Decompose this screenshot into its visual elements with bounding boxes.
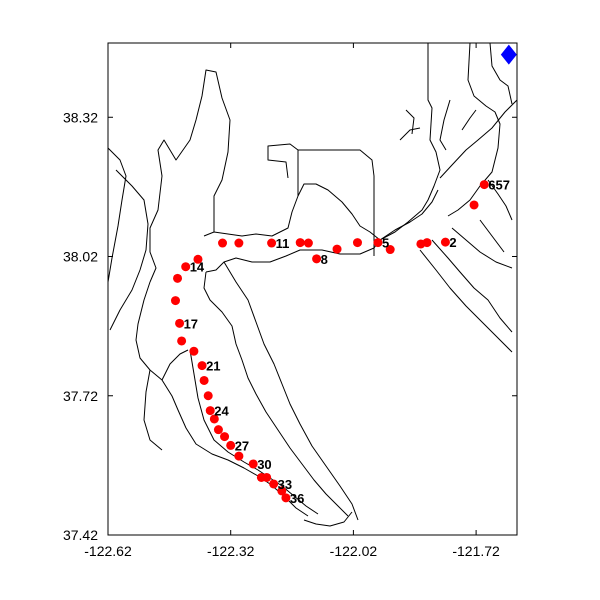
station-point — [234, 238, 244, 248]
station-point — [352, 238, 362, 248]
station-point — [469, 200, 479, 210]
axis-ticks — [107, 43, 517, 536]
station-point — [277, 486, 287, 496]
y-tick-label: 37.42 — [63, 527, 98, 543]
x-tick-label: -122.62 — [84, 543, 132, 559]
station-point — [220, 432, 230, 442]
station-label: 33 — [278, 477, 292, 492]
station-point — [385, 245, 395, 255]
station-label: 30 — [257, 457, 271, 472]
station-point — [218, 238, 228, 248]
station-point — [262, 472, 272, 482]
station-point — [177, 336, 187, 346]
y-tick-label: 38.32 — [63, 109, 98, 125]
station-point — [199, 375, 209, 385]
extra-markers — [500, 44, 517, 65]
y-tick-label: 37.72 — [63, 388, 98, 404]
station-label: 21 — [206, 359, 220, 374]
station-point — [295, 238, 305, 248]
station-label: 36 — [290, 491, 304, 506]
station-label: 14 — [190, 260, 205, 275]
station-point — [203, 391, 213, 401]
station-point — [373, 238, 383, 248]
station-point — [226, 440, 236, 450]
station-label: 657 — [488, 178, 510, 193]
station-point — [248, 459, 258, 469]
station-point — [173, 273, 183, 283]
diamond-marker — [500, 44, 517, 65]
station-label: 8 — [321, 252, 328, 267]
station-label: 5 — [382, 236, 389, 251]
station-point — [181, 262, 191, 272]
station-label: 2 — [449, 235, 456, 250]
axis-tick-labels: -122.62 -122.32 -122.02 -121.72 37.42 37.72 38… — [63, 109, 500, 559]
x-tick-label: -121.72 — [452, 543, 500, 559]
station-point — [479, 180, 489, 190]
station-point — [416, 239, 426, 249]
station-point — [197, 361, 207, 371]
station-point — [209, 414, 219, 424]
station-point — [440, 237, 450, 247]
x-tick-label: -122.02 — [330, 543, 378, 559]
station-point — [189, 346, 199, 356]
station-label: 11 — [276, 236, 290, 251]
station-markers — [170, 180, 489, 503]
plot-frame — [107, 42, 518, 536]
y-tick-label: 38.02 — [63, 249, 98, 265]
station-point — [193, 254, 203, 264]
station-point — [281, 493, 291, 503]
station-point — [312, 254, 322, 264]
station-point — [267, 238, 277, 248]
station-point — [234, 451, 244, 461]
station-point — [170, 296, 180, 306]
station-point — [213, 425, 223, 435]
x-tick-label: -122.32 — [207, 543, 255, 559]
station-point — [269, 479, 279, 489]
station-point — [175, 318, 185, 328]
station-label: 24 — [214, 404, 229, 419]
station-point — [205, 406, 215, 416]
plot-background — [108, 43, 517, 535]
station-label: 27 — [235, 438, 249, 453]
station-point — [303, 238, 313, 248]
station-label: 17 — [184, 316, 198, 331]
station-point — [332, 244, 342, 254]
